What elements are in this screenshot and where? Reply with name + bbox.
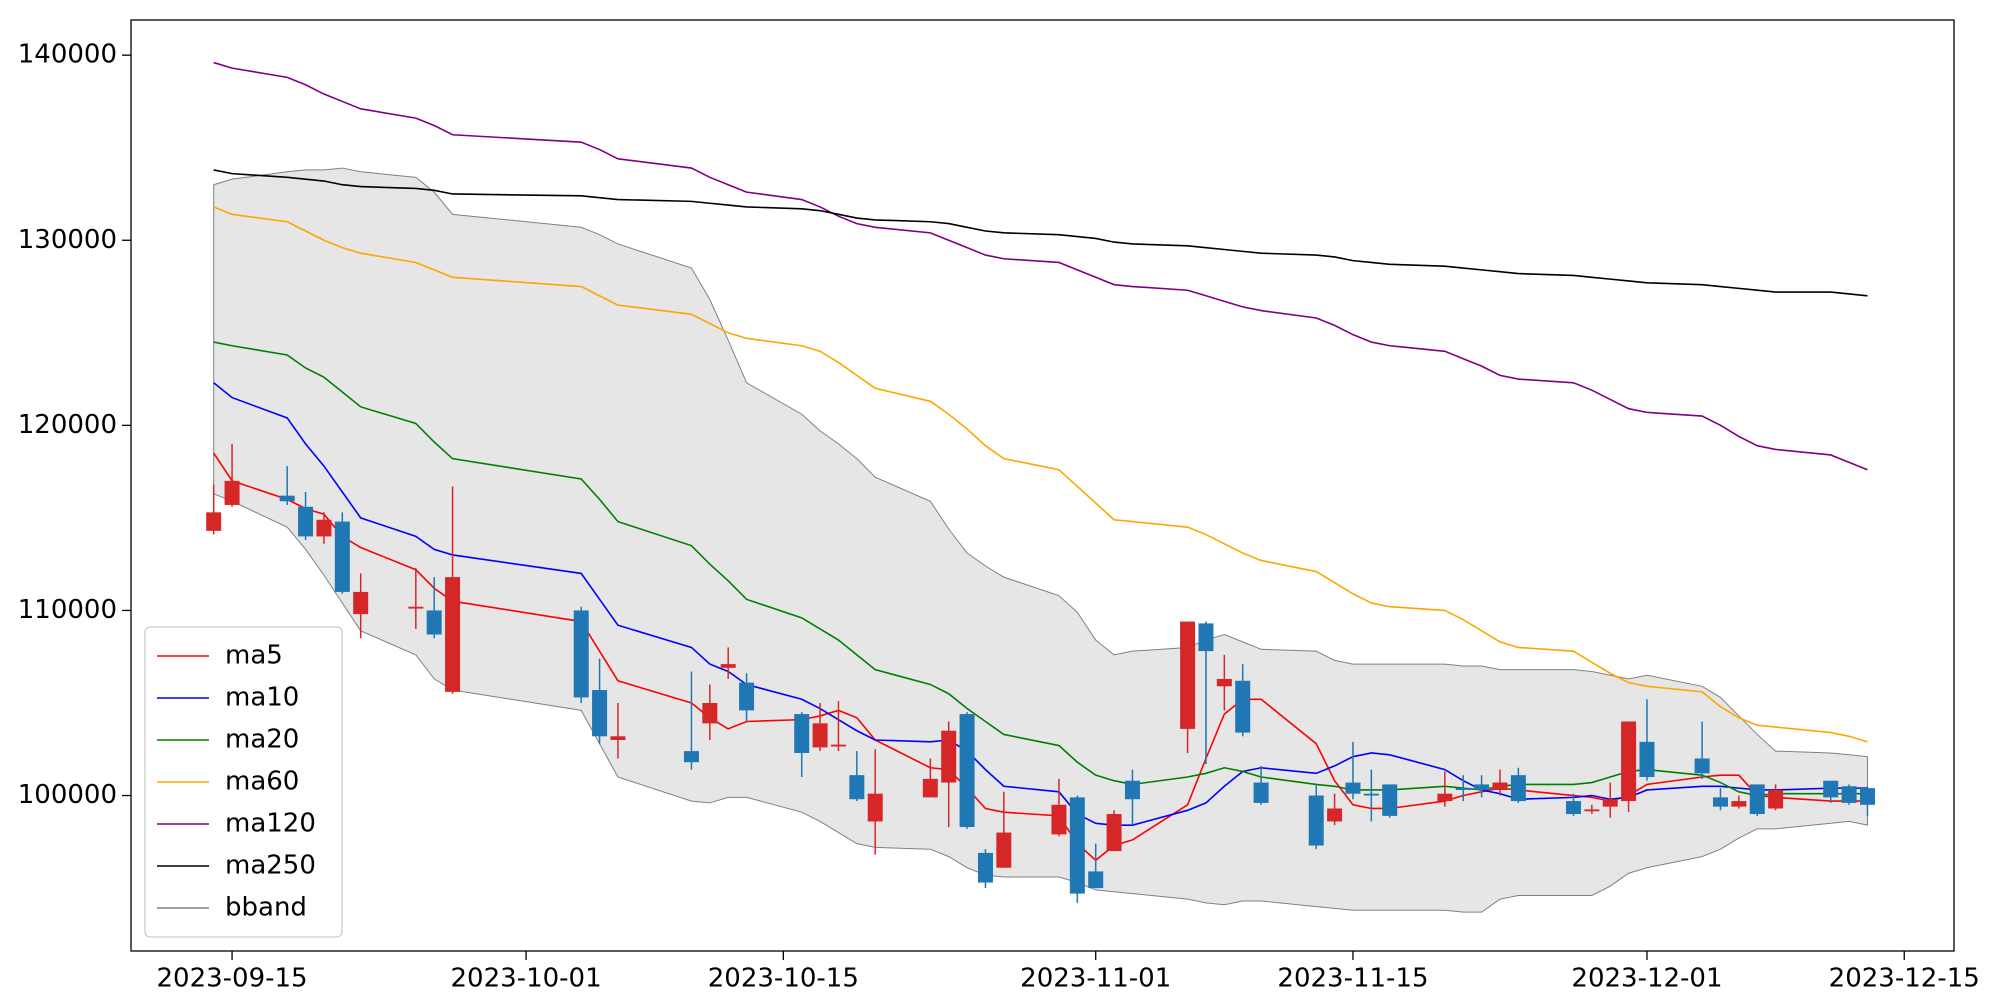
candle-body [720, 664, 736, 668]
candle-body [573, 610, 589, 698]
candle-body [1437, 793, 1453, 802]
candle-body [959, 714, 975, 827]
candles-layer [206, 443, 1875, 903]
candle-body [1069, 797, 1085, 894]
ma-line [213, 206, 1868, 743]
x-tick-label: 2023-10-15 [708, 964, 859, 994]
x-tick-label: 2023-12-15 [1829, 964, 1980, 994]
candle-body [1235, 680, 1251, 733]
candle-body [1602, 799, 1618, 807]
candle-body [353, 591, 369, 615]
candle-body [1308, 795, 1324, 846]
candle-body [683, 751, 699, 763]
candle-body [1051, 804, 1067, 835]
candle-body [1859, 788, 1875, 805]
band-layer [213, 167, 1868, 913]
candle-body [1492, 782, 1508, 790]
candle-body [445, 577, 461, 692]
ma-line [213, 382, 1868, 826]
candle-body [1712, 797, 1728, 807]
candle-body [1823, 780, 1839, 798]
candle-body [1180, 621, 1196, 729]
legend-label: ma250 [225, 851, 316, 881]
legend-label: ma60 [225, 767, 299, 797]
candle-body [977, 852, 993, 883]
candle-body [1253, 782, 1269, 803]
candle-body [1345, 782, 1361, 794]
legend-label: bband [225, 893, 307, 923]
candle-body [1694, 758, 1710, 774]
candle-body [867, 793, 883, 822]
candle-body [1088, 871, 1104, 889]
ma-line [213, 61, 1868, 471]
candle-body [610, 736, 626, 740]
y-tick-label: 110000 [18, 595, 117, 625]
plot-frame [130, 19, 1955, 952]
candle-body [1327, 808, 1343, 822]
candle-body [1584, 809, 1600, 812]
axes-layer: 100000 110000 120000 130000 140000 2023-09-15… [18, 19, 1980, 994]
candle-body [1639, 741, 1655, 778]
candle-body [1455, 788, 1471, 790]
x-tick-label: 2023-11-01 [1020, 964, 1171, 994]
candle-body [1106, 814, 1122, 852]
candle-body [592, 690, 608, 737]
candle-body [1510, 775, 1526, 802]
candle-body [1565, 801, 1581, 815]
legend-label: ma120 [225, 809, 316, 839]
candle-body [224, 480, 240, 505]
candle-body [794, 714, 810, 753]
candle-body [702, 702, 718, 724]
legend-label: ma10 [225, 683, 299, 713]
legend: ma5 ma10 ma20 ma60 ma120 ma250 bband [144, 626, 343, 938]
candle-body [1768, 789, 1784, 809]
legend-label: ma5 [225, 641, 283, 671]
x-tick-label: 2023-12-01 [1571, 964, 1722, 994]
candle-body [1216, 678, 1232, 687]
candle-body [408, 606, 424, 609]
ma-line [213, 169, 1868, 297]
x-tick-label: 2023-11-15 [1277, 964, 1428, 994]
candle-body [849, 775, 865, 800]
bband-area [213, 167, 1868, 913]
candle-body [1841, 786, 1857, 803]
x-tick-label: 2023-09-15 [157, 964, 308, 994]
candle-body [1621, 721, 1637, 802]
candle-body [279, 495, 295, 502]
y-tick-label: 130000 [18, 225, 117, 255]
candle-body [1124, 780, 1140, 800]
candle-body [1382, 784, 1398, 816]
x-tick-label: 2023-10-01 [451, 964, 602, 994]
candle-body [1749, 784, 1765, 815]
ma-line [213, 341, 1868, 797]
candle-body [941, 730, 957, 783]
candle-body [334, 521, 350, 592]
lines-layer [213, 61, 1868, 862]
candle-body [1731, 801, 1747, 807]
legend-box [144, 626, 343, 938]
y-tick-label: 140000 [18, 40, 117, 70]
candle-body [830, 744, 846, 747]
candle-body [298, 506, 314, 537]
candle-body [206, 512, 222, 531]
candle-body [812, 723, 828, 748]
candle-body [739, 682, 755, 711]
candle-body [1363, 793, 1379, 796]
candle-body [426, 610, 442, 635]
candle-body [316, 519, 332, 537]
legend-label: ma20 [225, 725, 299, 755]
y-tick-label: 100000 [18, 780, 117, 810]
candle-body [996, 832, 1012, 868]
y-tick-label: 120000 [18, 410, 117, 440]
candle-body [1198, 623, 1214, 652]
candle-body [922, 778, 938, 798]
candle-body [1474, 784, 1490, 790]
